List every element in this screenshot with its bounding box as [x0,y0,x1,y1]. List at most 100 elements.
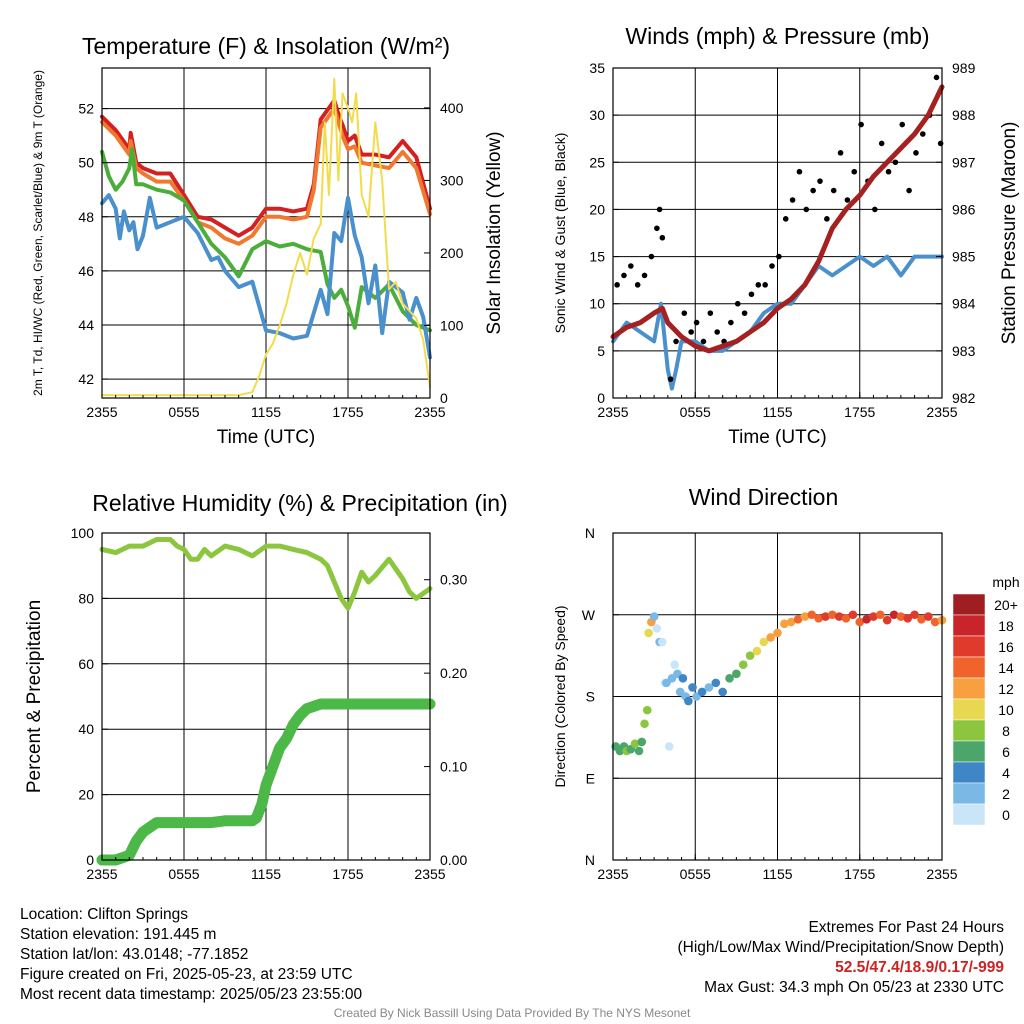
wind-direction-point [793,614,803,624]
wind-direction-point [630,739,640,749]
wind-direction-point [889,610,899,620]
wind-gust-point [830,187,837,194]
wind-gust-point [614,282,620,288]
wind-gust-point [872,206,878,213]
rh-ytick-label: 100 [71,525,95,541]
wind-direction-point [773,628,782,638]
wind-direction-point [711,678,721,688]
legend-label: 0 [1002,807,1010,823]
wind-ytick-label: 10 [589,296,605,312]
wind-gust-point [641,272,648,279]
temp-title: Temperature (F) & Insolation (W/m²) [82,33,450,59]
temp-ytick-label: 52 [78,101,94,117]
temp-ytick-label: 42 [78,371,94,387]
legend-swatch [952,677,986,700]
wind-direction-point [688,683,697,692]
wind-ytick-label: 30 [589,107,605,123]
wind-gust-point [659,234,666,241]
legend-label: 20+ [994,597,1018,613]
temp-y2tick-label: 100 [440,317,464,333]
wind-ytick-label: 20 [589,201,605,217]
rh-xtick-label: 2355 [414,866,445,882]
wind-y2tick-label: 987 [952,154,976,170]
wdir-xtick-label: 2355 [926,866,957,882]
temp-xtick-label: 2355 [414,404,445,420]
temp-series-line-4 [101,77,431,397]
wind-gust-point [906,187,912,194]
wind-direction-point [637,737,647,747]
wind-ytick-label: 5 [597,343,605,359]
temp-xlabel: Time (UTC) [217,427,316,448]
temp-y2tick-label: 0 [440,390,448,406]
temp-xtick-label: 0555 [168,404,199,420]
wind-ytick-label: 25 [589,154,605,170]
wind-gust-point [776,253,782,260]
wind-y2tick-label: 985 [952,249,976,265]
legend-label: 10 [998,702,1014,718]
wind-direction-point [697,687,707,697]
rh-xtick-label: 1155 [251,866,281,882]
wind-gust-point [621,272,627,279]
legend-label: 12 [998,681,1014,697]
wind-direction-point [670,660,679,670]
temp-xtick-label: 1155 [251,404,281,420]
wind-gust-point [741,310,748,316]
wind-gust-point [837,150,844,156]
temp-series-line-1 [100,106,432,246]
rh-ylabel: Percent & Precipitation [24,600,45,793]
wind-direction-point [903,614,913,623]
wind-direction-point [759,637,769,647]
wind-direction-point [930,617,940,627]
wdir-xtick-label: 2355 [597,866,628,882]
temp-ylabel: 2m T, Td, HI/WC (Red, Green, Scarlet/Blu… [31,70,45,396]
wind-direction-point [634,746,644,756]
legend-swatch [952,635,986,658]
rh-ytick-label: 60 [78,656,94,672]
wdir-ytick-label: N [585,525,595,541]
wind-gust-point [933,74,940,81]
rh-xtick-label: 0555 [168,866,199,882]
temp-ytick-label: 44 [78,317,94,333]
wind-direction-point [684,696,693,706]
wind-gust-point [628,263,634,269]
wind-gust-point [885,168,892,175]
legend-swatch [952,782,986,805]
wind-gust-point [844,197,851,203]
wind-gust-point [748,291,755,298]
wdir-ytick-label: S [586,689,595,705]
wind-direction-point [800,612,810,621]
legend-label: 6 [1002,744,1010,760]
wind-gust-point [681,310,688,316]
wind-direction-point [738,660,748,670]
wdir-ytick-label: W [582,607,596,623]
wind-xtick-label: 2355 [597,404,628,420]
wind-gust-point [858,121,864,128]
wind-direction-point [807,610,817,620]
wind-gust-point [714,329,720,335]
wind-gust-point [648,253,655,260]
wind-gust-point [673,338,679,345]
rh-y2tick-label: 0.20 [440,665,467,681]
legend-swatch [952,740,986,763]
wind-direction-point [882,615,892,625]
wind-gust-point [755,282,762,288]
wind-gust-point [769,263,775,269]
legend-label: 14 [998,660,1014,676]
rh-y2tick-label: 0.10 [440,759,467,775]
wind-y2tick-label: 988 [952,107,976,123]
max-gust-label: Max Gust: 34.3 mph On 05/23 at 2330 UTC [704,979,1004,996]
wind-direction-point [862,614,871,624]
temp-y2label: Solar Insolation (Yellow) [484,131,505,334]
legend-title: mph [992,574,1019,590]
wind-gust-point [824,216,830,222]
legend-label: 4 [1002,765,1010,781]
wind-speed-line [611,254,944,391]
wind-y2tick-label: 986 [952,201,976,217]
wind-direction-point [732,669,741,679]
legend-swatch [952,614,986,637]
wind-direction-point [821,612,830,621]
wind-direction-point [814,614,823,623]
wind-direction-point [658,637,667,647]
legend-label: 8 [1002,723,1010,739]
wind-ytick-label: 15 [589,249,605,265]
